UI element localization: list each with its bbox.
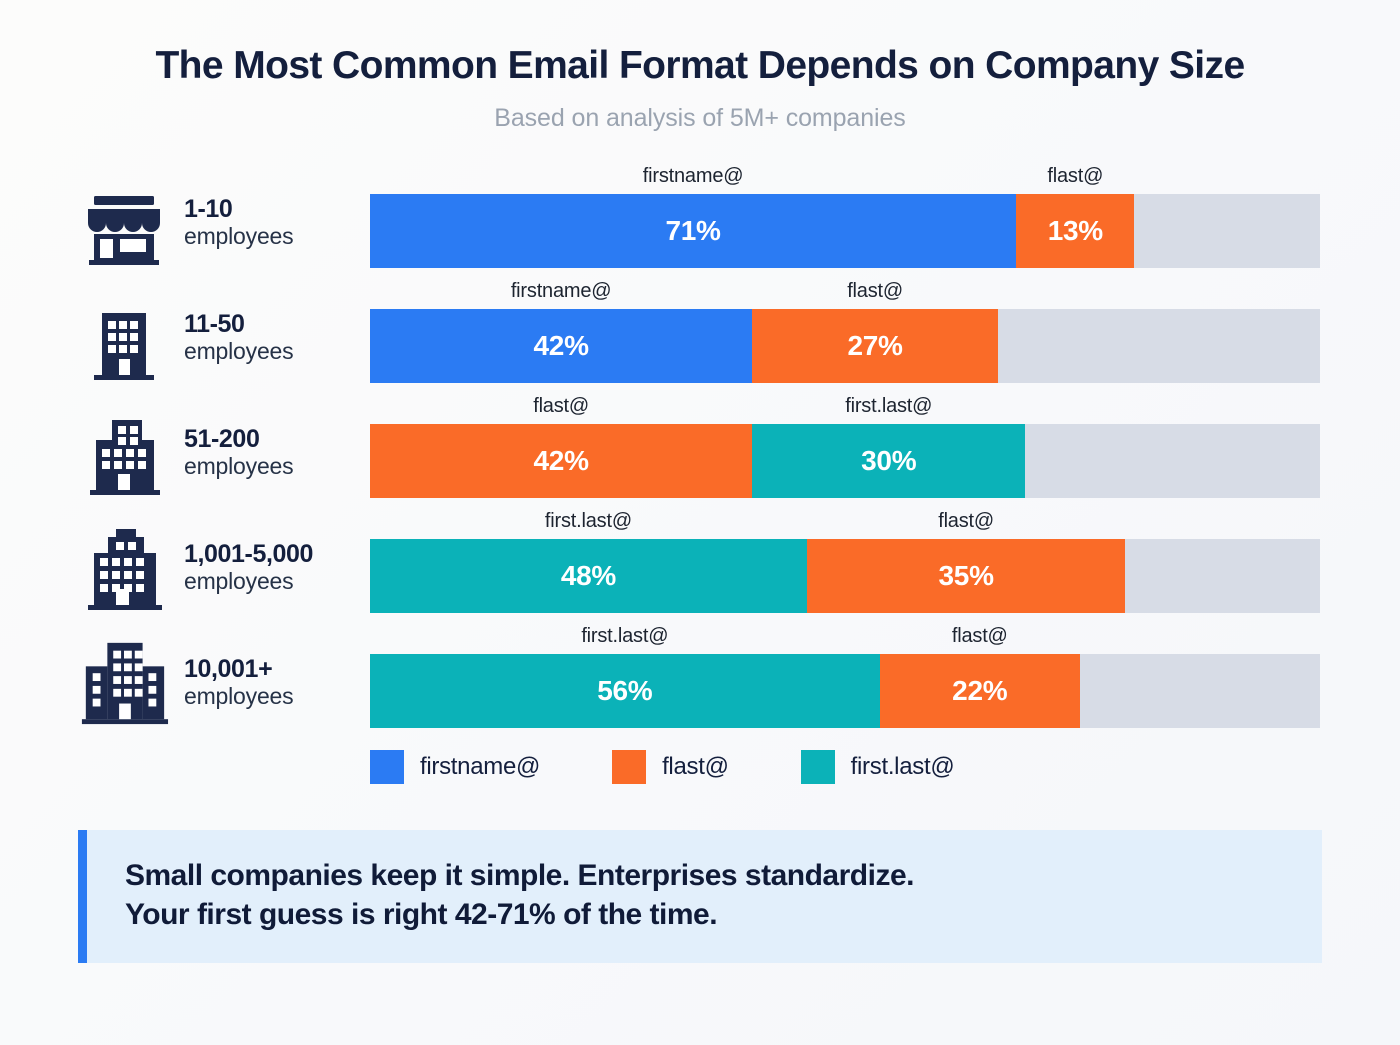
- segment-format-caption: flast@: [951, 624, 1008, 647]
- legend-label: flast@: [662, 752, 729, 780]
- bar-area: firstname@ flast@ 42% 27%: [370, 274, 1320, 389]
- chart-legend: firstname@ flast@ first.last@: [0, 749, 1400, 784]
- page-subtitle: Based on analysis of 5M+ companies: [494, 103, 906, 132]
- row-employees-label: employees: [184, 568, 294, 595]
- chart-row: 51-200 employees flast@ first.last@ 42% 30%: [78, 389, 1320, 504]
- row-label-text: 11-50 employees: [184, 310, 294, 366]
- segment-value: 56%: [597, 674, 653, 706]
- legend-item: firstname@: [370, 749, 541, 784]
- row-label: 11-50 employees: [78, 297, 370, 389]
- callout-box: Small companies keep it simple. Enterpri…: [78, 829, 1322, 963]
- bar-segment: 42%: [370, 423, 753, 498]
- chart-row: 1,001-5,000 employees first.last@ flast@ 48%…: [78, 504, 1320, 619]
- segment-format-caption: firstname@: [510, 279, 612, 302]
- chart-row: 11-50 employees firstname@ flast@ 42% 27%: [78, 274, 1320, 389]
- callout-line-1: Small companies keep it simple. Enterpri…: [125, 858, 914, 892]
- segment-format-caption: first.last@: [581, 624, 669, 647]
- legend-label: first.last@: [850, 752, 955, 780]
- office-tower-icon: [78, 412, 170, 496]
- row-employees-label: employees: [184, 223, 294, 250]
- segment-value: 42%: [533, 444, 589, 476]
- legend-item: flast@: [612, 749, 729, 784]
- bar-segment: 48%: [370, 538, 807, 613]
- row-label-text: 10,001+ employees: [184, 655, 294, 711]
- bar-track: 42% 30%: [370, 423, 1320, 498]
- bar-segment: 27%: [752, 308, 998, 383]
- page-title: The Most Common Email Format Depends on …: [155, 44, 1245, 87]
- segment-format-caption: flast@: [938, 509, 995, 532]
- legend-swatch: [370, 749, 404, 784]
- bar-segment: 56%: [370, 653, 880, 728]
- stacked-bar-chart: 1-10 employees firstname@ flast@ 71% 13% 11-50…: [0, 159, 1400, 734]
- segment-value: 22%: [952, 674, 1008, 706]
- row-label: 10,001+ employees: [78, 642, 370, 734]
- legend-swatch: [612, 749, 647, 784]
- bar-segment: 42%: [370, 308, 753, 383]
- segment-value: 71%: [665, 214, 721, 246]
- row-employees-label: employees: [184, 453, 294, 480]
- legend-item: first.last@: [800, 749, 955, 784]
- row-label-text: 1,001-5,000 employees: [184, 541, 313, 596]
- segment-format-caption: first.last@: [544, 509, 632, 532]
- segment-value: 13%: [1047, 214, 1103, 246]
- chart-row: 1-10 employees firstname@ flast@ 71% 13%: [78, 159, 1320, 274]
- bar-area: firstname@ flast@ 71% 13%: [370, 159, 1320, 274]
- segment-value: 30%: [861, 444, 917, 476]
- row-label: 1-10 employees: [78, 182, 370, 274]
- row-label: 51-200 employees: [78, 412, 370, 504]
- segment-value: 48%: [560, 559, 616, 591]
- segment-value: 42%: [533, 329, 589, 361]
- segment-format-caption: first.last@: [845, 394, 933, 417]
- storefront-icon: [78, 182, 170, 266]
- segment-format-caption: flast@: [533, 394, 590, 417]
- row-label: 1,001-5,000 employees: [78, 527, 370, 619]
- legend-label: firstname@: [420, 752, 541, 780]
- legend-swatch: [800, 749, 835, 784]
- header: The Most Common Email Format Depends on …: [0, 0, 1400, 133]
- segment-value: 35%: [938, 559, 994, 591]
- bar-area: first.last@ flast@ 56% 22%: [370, 619, 1320, 734]
- segment-format-caption: flast@: [1047, 164, 1104, 187]
- row-size-label: 10,001+: [184, 655, 273, 684]
- bar-area: flast@ first.last@ 42% 30%: [370, 389, 1320, 504]
- bar-segment: 35%: [806, 538, 1126, 613]
- bar-track: 71% 13%: [370, 193, 1320, 268]
- bar-segment: 71%: [370, 193, 1017, 268]
- bar-track: 56% 22%: [370, 653, 1320, 728]
- segment-value: 27%: [847, 329, 903, 361]
- office-building-icon: [78, 297, 170, 381]
- segment-format-caption: firstname@: [642, 164, 744, 187]
- row-employees-label: employees: [184, 338, 294, 365]
- row-label-text: 51-200 employees: [184, 425, 294, 481]
- row-size-label: 11-50: [184, 310, 245, 339]
- chart-row: 10,001+ employees first.last@ flast@ 56% 22%: [78, 619, 1320, 734]
- row-employees-label: employees: [184, 683, 294, 710]
- bar-track: 48% 35%: [370, 538, 1320, 613]
- row-size-label: 51-200: [184, 425, 260, 454]
- bar-track: 42% 27%: [370, 308, 1320, 383]
- bar-segment: 13%: [1016, 193, 1135, 268]
- bar-segment: 22%: [879, 653, 1080, 728]
- row-label-text: 1-10 employees: [184, 195, 294, 251]
- row-size-label: 1,001-5,000: [184, 540, 314, 569]
- row-size-label: 1-10: [184, 195, 233, 224]
- skyline-icon: [78, 642, 170, 726]
- high-rise-icon: [78, 527, 170, 611]
- segment-format-caption: flast@: [847, 279, 903, 302]
- callout-line-2: Your first guess is right 42-71% of the …: [125, 898, 718, 932]
- bar-segment: 30%: [752, 423, 1026, 498]
- bar-area: first.last@ flast@ 48% 35%: [370, 504, 1320, 619]
